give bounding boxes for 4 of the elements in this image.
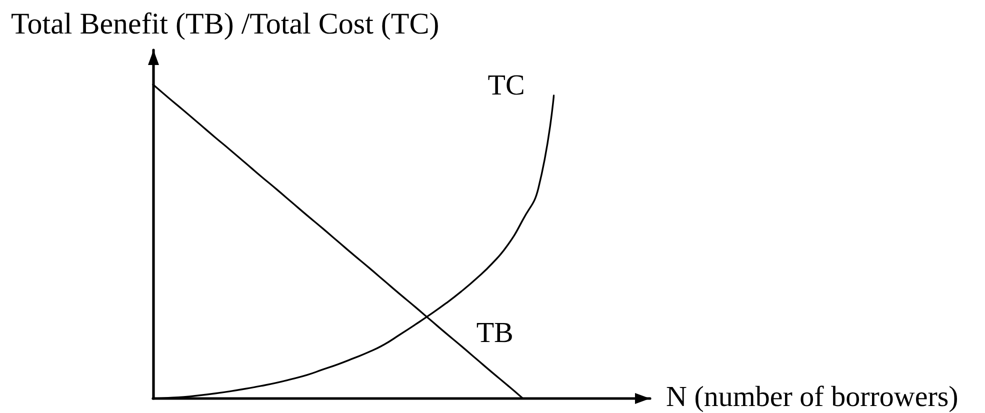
series-label: TC	[488, 70, 525, 102]
series-label: TB	[476, 317, 514, 350]
x-axis-title: N (number of borrowers)	[666, 381, 958, 413]
y-axis-title: Total Benefit (TB) /Total Cost (TC)	[11, 8, 440, 40]
